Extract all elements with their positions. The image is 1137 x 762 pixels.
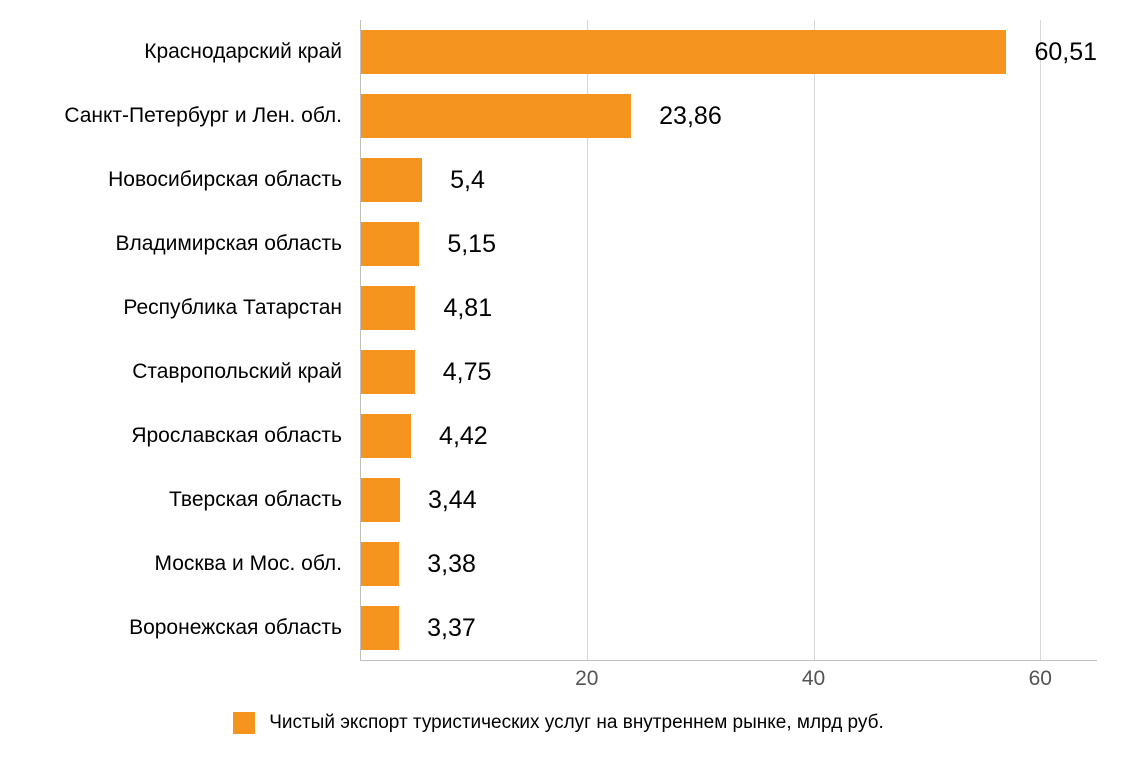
category-label: Ярославская область xyxy=(20,404,360,468)
bar xyxy=(361,414,411,458)
bar xyxy=(361,30,1006,74)
bar xyxy=(361,94,631,138)
bar-row: 23,86 xyxy=(361,84,1097,148)
category-label: Владимирская область xyxy=(20,212,360,276)
x-tick-label: 40 xyxy=(802,667,825,691)
bar xyxy=(361,222,419,266)
legend-text: Чистый экспорт туристических услуг на вн… xyxy=(269,712,884,734)
bar-row: 3,44 xyxy=(361,468,1097,532)
category-label: Воронежская область xyxy=(20,596,360,660)
x-tick-label: 60 xyxy=(1029,667,1052,691)
bar-row: 4,75 xyxy=(361,340,1097,404)
category-label: Москва и Мос. обл. xyxy=(20,532,360,596)
value-label: 23,86 xyxy=(659,102,722,131)
category-label: Новосибирская область xyxy=(20,148,360,212)
value-label: 60,51 xyxy=(1034,38,1097,67)
legend-swatch xyxy=(233,712,255,734)
category-label: Республика Татарстан xyxy=(20,276,360,340)
bar-row: 5,4 xyxy=(361,148,1097,212)
bar xyxy=(361,606,399,650)
bar-row: 4,81 xyxy=(361,276,1097,340)
bar-row: 3,37 xyxy=(361,596,1097,660)
bars-region: 60,51 23,86 5,4 5,15 4,81 4,75 4,42 3,44 3,38 3,3… xyxy=(360,20,1097,660)
bar xyxy=(361,478,400,522)
bar-row: 3,38 xyxy=(361,532,1097,596)
x-axis: 20 40 60 xyxy=(360,660,1097,696)
value-label: 4,81 xyxy=(443,294,492,323)
bar-row: 4,42 xyxy=(361,404,1097,468)
legend: Чистый экспорт туристических услуг на вн… xyxy=(20,712,1097,734)
category-label: Ставропольский край xyxy=(20,340,360,404)
bar xyxy=(361,542,399,586)
bar xyxy=(361,286,415,330)
value-label: 3,44 xyxy=(428,486,477,515)
value-label: 3,38 xyxy=(427,550,476,579)
bar-row: 5,15 xyxy=(361,212,1097,276)
category-label: Краснодарский край xyxy=(20,20,360,84)
category-label: Санкт-Петербург и Лен. обл. xyxy=(20,84,360,148)
bar xyxy=(361,350,415,394)
bar xyxy=(361,158,422,202)
category-label: Тверская область xyxy=(20,468,360,532)
x-tick-label: 20 xyxy=(575,667,598,691)
value-label: 5,15 xyxy=(447,230,496,259)
y-axis-labels: Краснодарский крайСанкт-Петербург и Лен.… xyxy=(20,20,360,660)
value-label: 3,37 xyxy=(427,614,476,643)
bars-column: 60,51 23,86 5,4 5,15 4,81 4,75 4,42 3,44 3,38 3,3… xyxy=(361,20,1097,660)
chart-container: Краснодарский крайСанкт-Петербург и Лен.… xyxy=(0,0,1137,762)
bar-row: 60,51 xyxy=(361,20,1097,84)
value-label: 5,4 xyxy=(450,166,485,195)
plot-area: Краснодарский крайСанкт-Петербург и Лен.… xyxy=(20,20,1097,660)
value-label: 4,42 xyxy=(439,422,488,451)
value-label: 4,75 xyxy=(443,358,492,387)
